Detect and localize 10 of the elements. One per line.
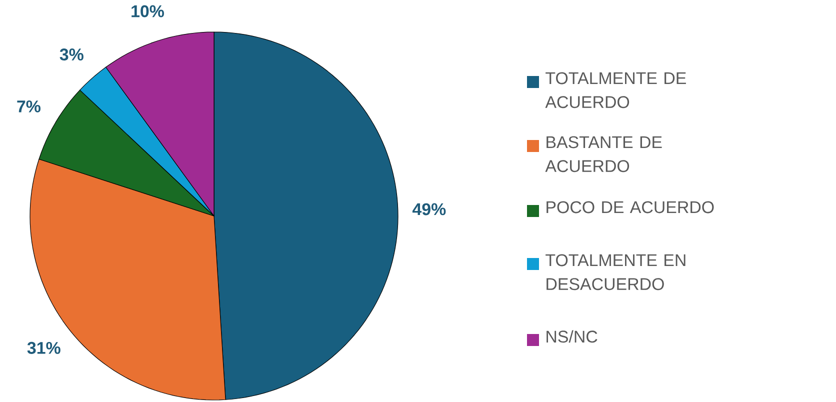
legend-label: TOTALMENTE EN DESACUERDO bbox=[546, 254, 686, 290]
data-label: 7% bbox=[17, 100, 40, 112]
data-label: 3% bbox=[60, 48, 84, 61]
data-label: 10% bbox=[132, 5, 164, 18]
data-label: 31% bbox=[27, 342, 60, 354]
legend-label: NS/NC bbox=[546, 330, 598, 343]
data-label: 49% bbox=[412, 203, 446, 216]
legend-label: BASTANTE DE ACUERDO bbox=[545, 136, 662, 172]
legend-label: POCO DE ACUERDO bbox=[546, 201, 714, 214]
legend-label: TOTALMENTE DE ACUERDO bbox=[545, 72, 686, 108]
